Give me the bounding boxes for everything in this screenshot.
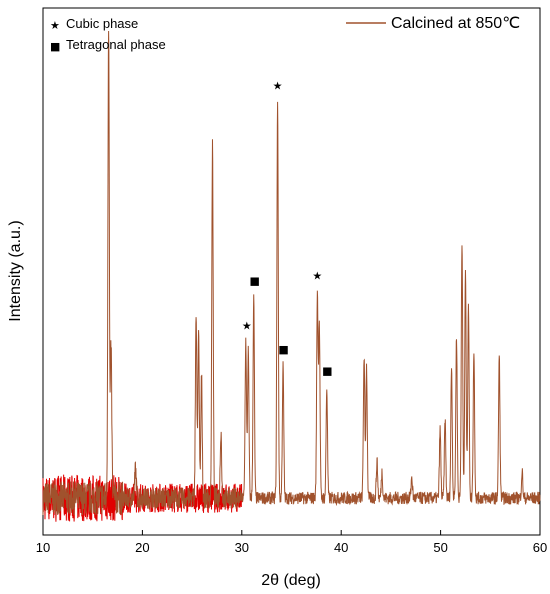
x-tick-label: 60	[533, 540, 547, 555]
series-line-calcined-850	[42, 31, 541, 515]
cubic-phase-marker: ★	[312, 269, 322, 282]
x-tick-label: 10	[36, 540, 50, 555]
cubic-phase-marker: ★	[273, 80, 283, 93]
x-tick-label: 40	[334, 540, 348, 555]
legend-label-cubic: Cubic phase	[66, 16, 138, 31]
series-legend: Calcined at 850℃	[346, 15, 520, 32]
legend-symbol-tetragonal: ■	[50, 40, 60, 53]
phase-markers: ★ ■ ★ ■ ★ ■	[242, 80, 333, 378]
phase-legend: ★ Cubic phase ■ Tetragonal phase	[50, 16, 166, 53]
cubic-phase-marker: ★	[242, 319, 252, 332]
legend-label-tetragonal: Tetragonal phase	[66, 37, 166, 52]
legend-symbol-cubic: ★	[50, 19, 60, 32]
series-group	[42, 31, 541, 522]
tetragonal-phase-marker: ■	[322, 364, 332, 377]
plot-frame	[42, 7, 541, 536]
x-tick-label: 30	[235, 540, 249, 555]
x-tick-label: 50	[433, 540, 447, 555]
y-axis-label: Intensity (a.u.)	[7, 220, 24, 321]
series-legend-label: Calcined at 850℃	[391, 15, 520, 32]
x-axis-label: 2θ (deg)	[261, 572, 321, 589]
tetragonal-phase-marker: ■	[250, 275, 260, 288]
tetragonal-phase-marker: ■	[278, 343, 288, 356]
x-axis-ticks: 10 20 30 40 50 60	[36, 530, 547, 555]
x-tick-label: 20	[135, 540, 149, 555]
